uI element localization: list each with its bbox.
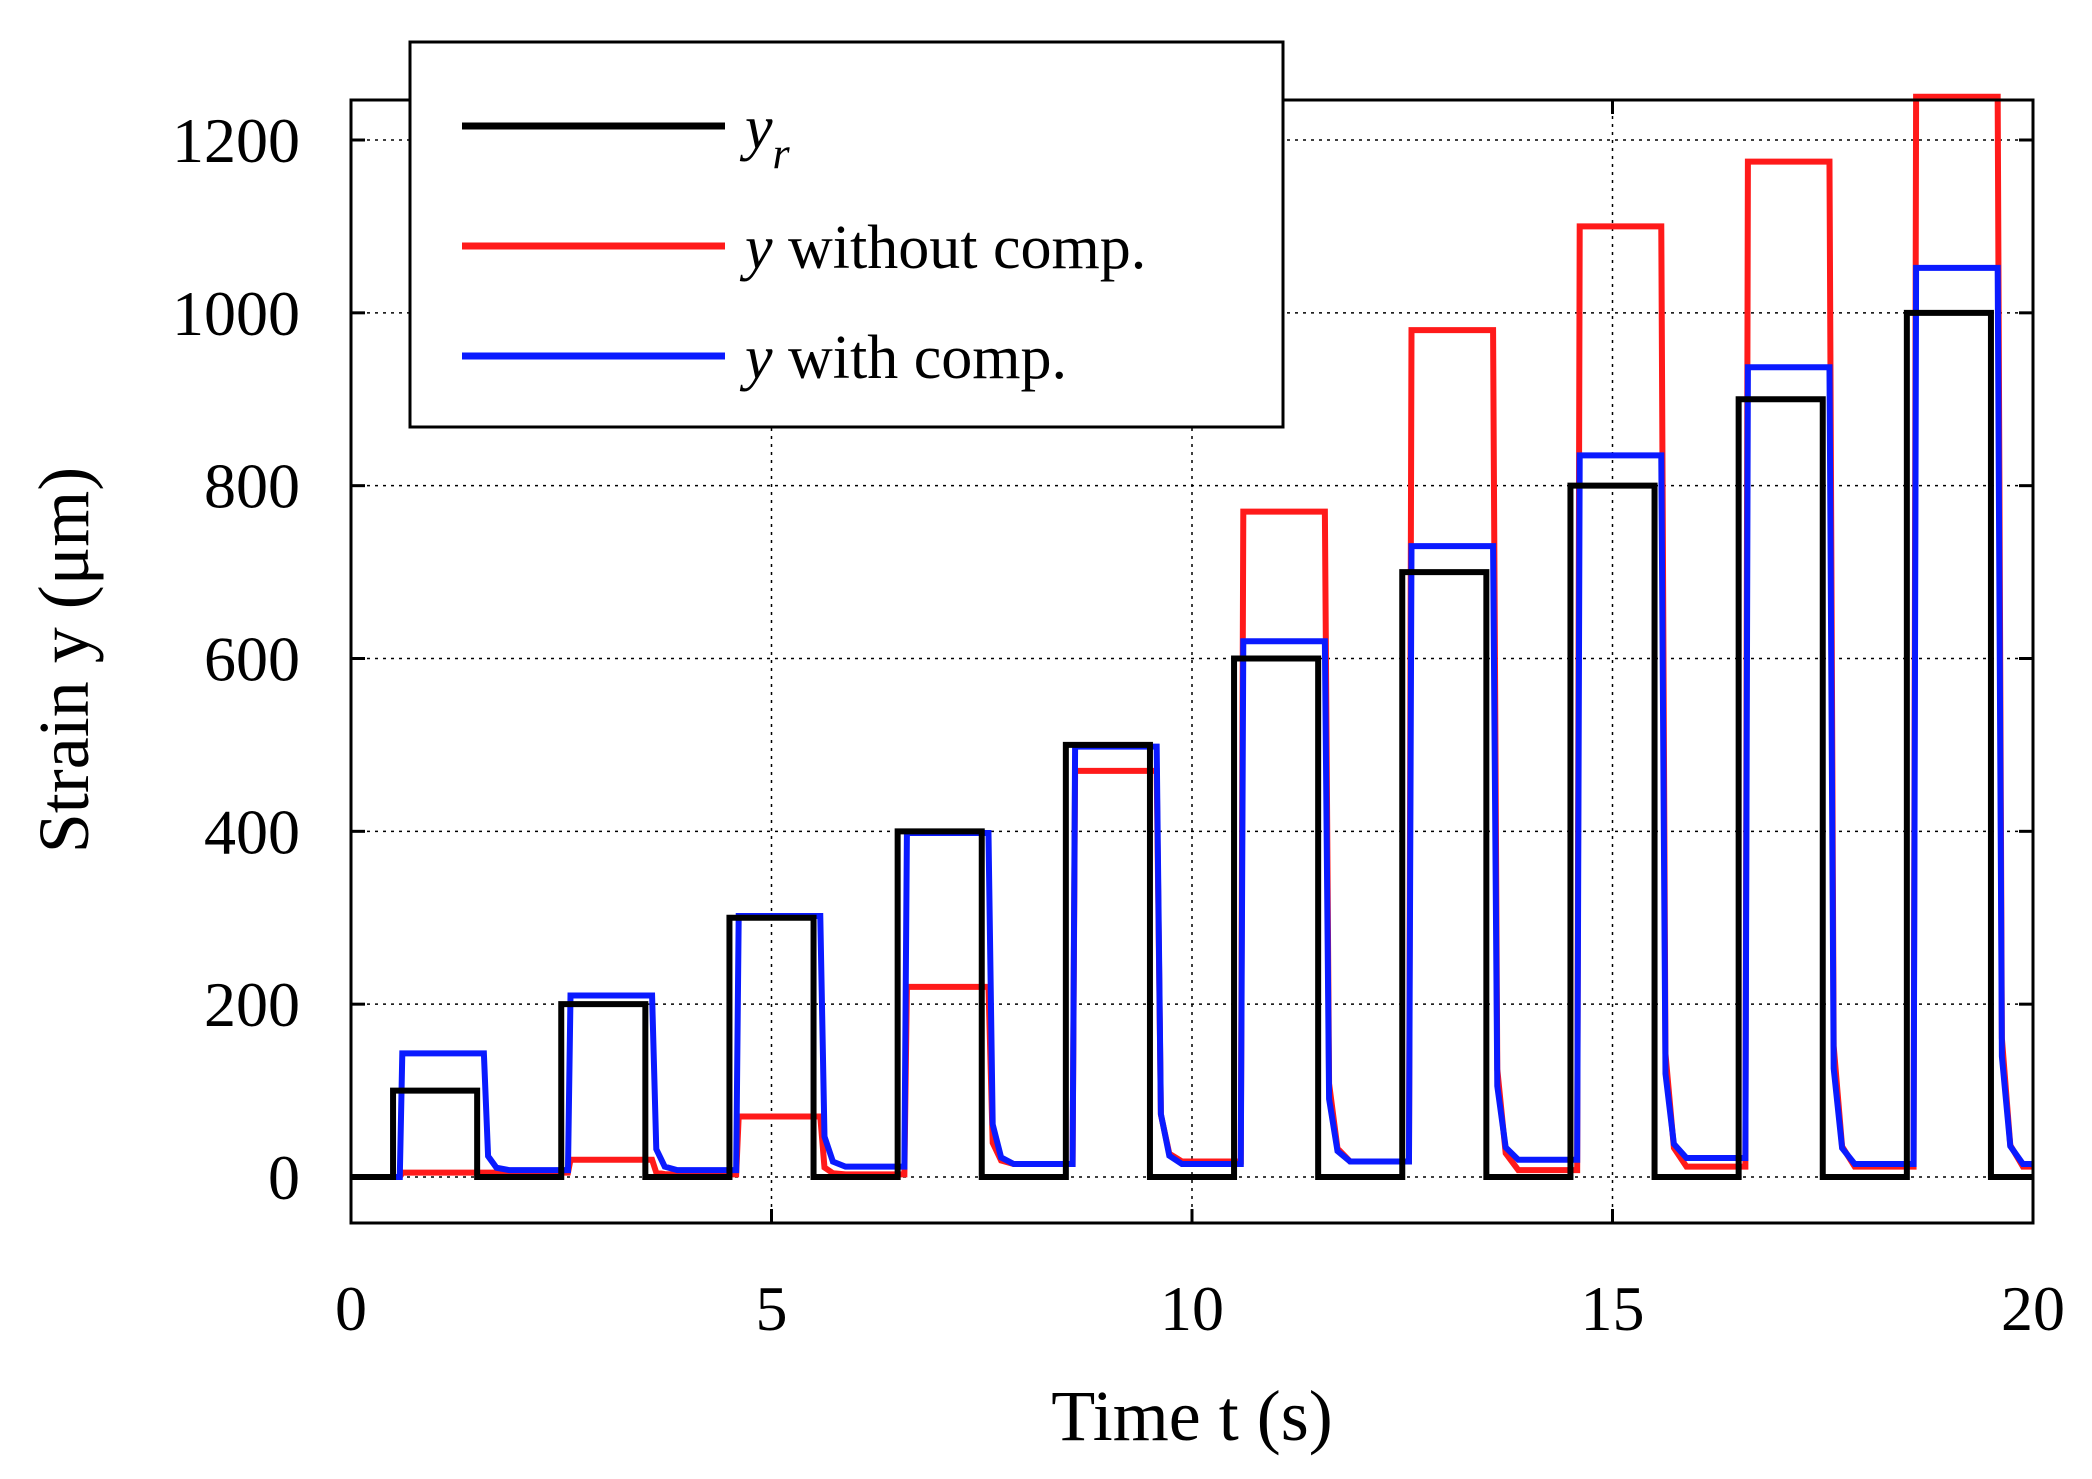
legend: yr y without comp. y with comp. [408,40,1285,429]
y-tick-label: 1200 [172,105,300,176]
legend-subscript: r [773,129,791,178]
x-tick-label: 15 [1581,1273,1645,1344]
x-tick-label: 10 [1160,1273,1224,1344]
y-tick-label: 600 [204,624,300,695]
legend-symbol: y [739,94,773,162]
legend-symbol: y [739,214,773,282]
y-axis-label: Strain y (μm) [24,467,104,854]
y-tick-label: 1000 [172,278,300,349]
y-tick-label: 800 [204,451,300,522]
y-tick-label: 0 [268,1142,300,1213]
legend-entry-with-comp: y with comp. [739,324,1067,392]
legend-entry-without-comp: y without comp. [739,214,1146,282]
x-tick-label: 5 [756,1273,788,1344]
y-tick-label: 400 [204,796,300,867]
legend-text: with comp. [773,324,1067,392]
legend-entry-reference: yr [739,94,791,178]
x-tick-label: 20 [2001,1273,2065,1344]
legend-box [408,40,1285,429]
x-axis-label: Time t (s) [1051,1376,1332,1456]
x-tick-label: 0 [335,1273,367,1344]
legend-text: without comp. [773,214,1147,282]
legend-symbol: y [739,324,773,392]
series-reference [351,309,2033,1180]
series-with-comp [351,264,2033,1180]
y-tick-label: 200 [204,969,300,1040]
series-lines [351,93,2033,1180]
